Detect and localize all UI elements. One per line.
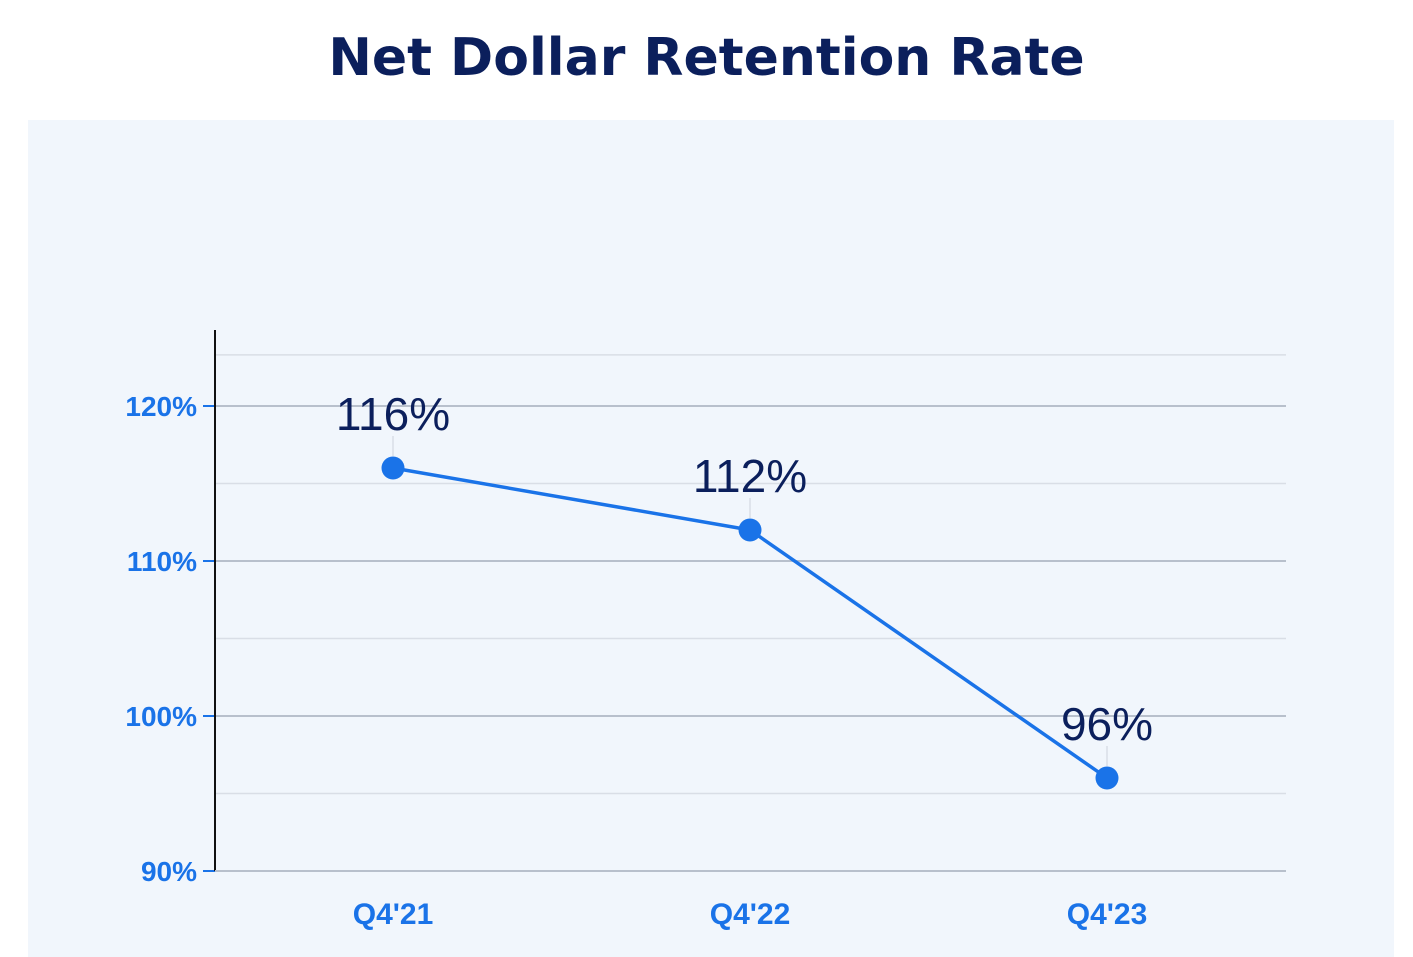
x-tick-labels: Q4'21 Q4'22 Q4'23 <box>353 898 1148 931</box>
gridlines <box>215 354 1286 795</box>
x-tick-label: Q4'21 <box>353 898 434 931</box>
y-tick-label: 90% <box>141 856 197 887</box>
x-tick-label: Q4'23 <box>1067 898 1148 931</box>
series-line <box>381 456 1119 790</box>
y-tick-label: 110% <box>127 546 197 577</box>
data-point <box>738 518 762 542</box>
data-label: 116% <box>336 388 450 440</box>
chart-title: Net Dollar Retention Rate <box>328 28 1085 88</box>
y-tick-label: 100% <box>125 701 197 732</box>
chart-panel <box>28 120 1394 957</box>
data-label: 112% <box>693 450 807 502</box>
y-tick-label: 120% <box>125 391 197 422</box>
axes <box>203 330 1286 872</box>
y-tick-labels: 90% 100% 110% 120% <box>125 391 197 887</box>
data-label: 96% <box>1061 698 1153 750</box>
data-point <box>381 456 405 480</box>
data-point <box>1095 766 1119 790</box>
x-tick-label: Q4'22 <box>710 898 791 931</box>
data-labels: 116% 112% 96% <box>336 388 1153 766</box>
